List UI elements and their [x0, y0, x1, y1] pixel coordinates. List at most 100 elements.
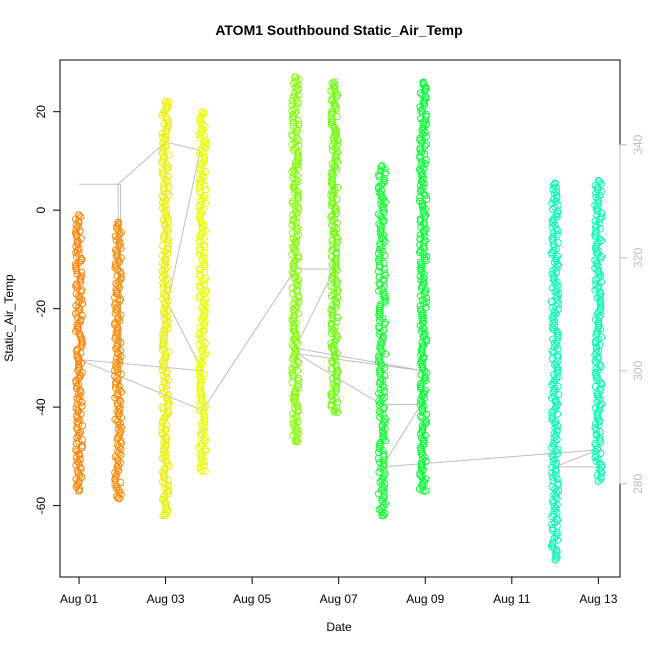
data-point [333, 235, 342, 243]
data-point [164, 236, 173, 244]
data-point [552, 225, 560, 233]
data-point [554, 479, 562, 487]
secondary-line-segment [294, 268, 335, 349]
data-point [76, 227, 84, 235]
data-point [113, 307, 122, 315]
data-point [288, 355, 297, 363]
data-point [552, 309, 560, 318]
secondary-line-segment [297, 353, 424, 372]
data-point [550, 506, 558, 515]
data-point [380, 383, 388, 392]
data-point [158, 192, 166, 201]
data-point [380, 259, 388, 268]
data-point [417, 162, 425, 170]
data-point [550, 258, 559, 267]
data-points-layer [71, 73, 606, 564]
data-point [292, 128, 300, 137]
data-point [158, 468, 167, 476]
data-point [329, 83, 338, 91]
data-point [160, 119, 168, 128]
data-point [77, 213, 85, 221]
data-point [78, 402, 86, 410]
data-point [374, 249, 383, 258]
data-point [159, 494, 167, 502]
data-point [596, 254, 604, 263]
secondary-line-segment [167, 150, 201, 304]
data-point [327, 343, 336, 351]
data-point [376, 399, 385, 407]
data-point [290, 166, 298, 174]
data-point [376, 301, 385, 309]
data-point [379, 417, 388, 425]
data-point [376, 458, 384, 466]
data-point [417, 357, 426, 365]
data-point [375, 401, 383, 409]
data-point [548, 443, 556, 452]
data-point [291, 303, 299, 312]
secondary-line-segment [78, 358, 203, 372]
data-point [597, 209, 606, 217]
secondary-line-segment [381, 449, 599, 468]
data-point [74, 408, 82, 416]
data-point [595, 219, 603, 227]
data-point [415, 166, 424, 174]
data-point [332, 298, 341, 306]
data-point [288, 229, 297, 237]
data-point [332, 370, 340, 379]
data-point [294, 384, 303, 393]
data-point [197, 315, 206, 324]
data-point [165, 190, 173, 199]
data-point [550, 339, 559, 347]
data-point [377, 476, 386, 484]
data-point [595, 376, 603, 385]
data-point [115, 421, 123, 430]
data-point [329, 172, 337, 180]
data-point [548, 451, 556, 460]
data-point [76, 463, 84, 471]
data-point [294, 136, 303, 144]
data-point [114, 494, 122, 502]
secondary-line-segment [78, 359, 203, 411]
data-point [291, 162, 299, 170]
data-point [553, 252, 562, 261]
data-point [331, 203, 339, 211]
data-point [416, 396, 425, 404]
data-point [547, 298, 556, 306]
data-point [198, 467, 207, 475]
data-point [548, 416, 556, 424]
data-point [291, 237, 300, 245]
data-point [376, 342, 384, 350]
data-point [117, 254, 125, 262]
data-point [160, 269, 168, 277]
y-tick-label: 20 [34, 105, 48, 119]
data-point [378, 511, 386, 520]
data-point [114, 350, 123, 359]
data-point [159, 405, 167, 413]
data-point [333, 195, 341, 204]
data-point [195, 355, 204, 363]
data-point [375, 354, 383, 362]
data-point [197, 146, 205, 154]
data-point [162, 210, 170, 218]
data-point [77, 272, 86, 280]
data-point [164, 228, 173, 236]
data-point [164, 163, 172, 171]
data-point [197, 430, 206, 438]
data-series-9 [591, 176, 606, 485]
data-point [160, 466, 169, 474]
data-point [163, 411, 171, 419]
data-point [549, 233, 557, 241]
data-series-6 [374, 162, 390, 520]
data-point [163, 395, 172, 403]
data-point [159, 417, 167, 425]
data-point [421, 191, 429, 200]
data-point [329, 240, 337, 249]
data-point [77, 254, 86, 263]
data-point [591, 256, 599, 265]
data-point [78, 300, 87, 308]
y-axis-label: Static_Air_Temp [2, 274, 16, 362]
data-point [333, 136, 342, 144]
data-point [292, 223, 300, 231]
data-series-7 [415, 78, 431, 495]
data-point [78, 422, 87, 430]
